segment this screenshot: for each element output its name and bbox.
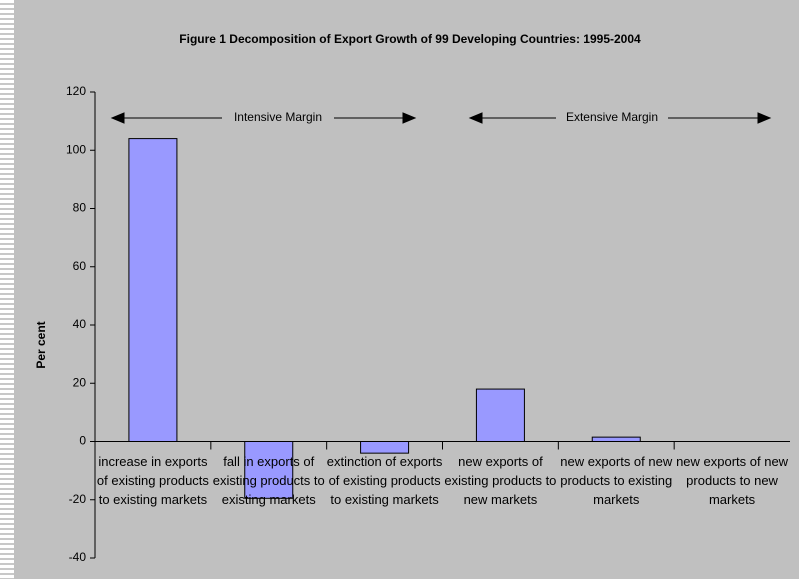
y-tick-label: 60 (73, 259, 87, 273)
annotation: Intensive Margin (234, 110, 322, 124)
y-tick-label: 40 (73, 317, 87, 331)
x-tick-label: increase in exports of existing products… (96, 453, 209, 507)
x-tick-label-box: new exports of new products to existing … (560, 453, 673, 507)
x-tick-label-box: increase in exports of existing products… (96, 453, 209, 507)
x-tick-label: extinction of exports of existing produc… (326, 453, 443, 507)
y-tick-label: -40 (69, 550, 87, 564)
left-stripe (0, 0, 14, 579)
annotation: Extensive Margin (566, 110, 658, 124)
x-tick-label: new exports of existing products to new … (444, 453, 557, 507)
x-tick-label-box: new exports of existing products to new … (444, 453, 557, 507)
y-tick-label: 20 (73, 375, 87, 389)
x-tick-label: new exports of new products to new marke… (676, 453, 789, 507)
y-tick-label: 100 (66, 142, 86, 156)
x-tick-label-box: new exports of new products to new marke… (676, 453, 789, 507)
bar (475, 388, 525, 443)
x-tick-label-box: extinction of exports of existing produc… (326, 453, 443, 507)
y-tick-label: 0 (79, 434, 86, 448)
x-tick-label: new exports of new products to existing … (560, 453, 673, 507)
chart-title: Figure 1 Decomposition of Export Growth … (179, 32, 641, 46)
y-tick-label: 120 (66, 84, 86, 98)
x-tick-label: fall in exports of existing products to … (212, 453, 325, 507)
bar (244, 441, 294, 499)
bar (591, 436, 641, 443)
margin-arrows (110, 112, 772, 124)
y-axis-label: Per cent (34, 321, 48, 368)
y-tick-label: 80 (73, 201, 87, 215)
x-tick-label-box: fall in exports of existing products to … (212, 453, 325, 507)
y-tick-label: -20 (69, 492, 87, 506)
bar (128, 138, 178, 442)
